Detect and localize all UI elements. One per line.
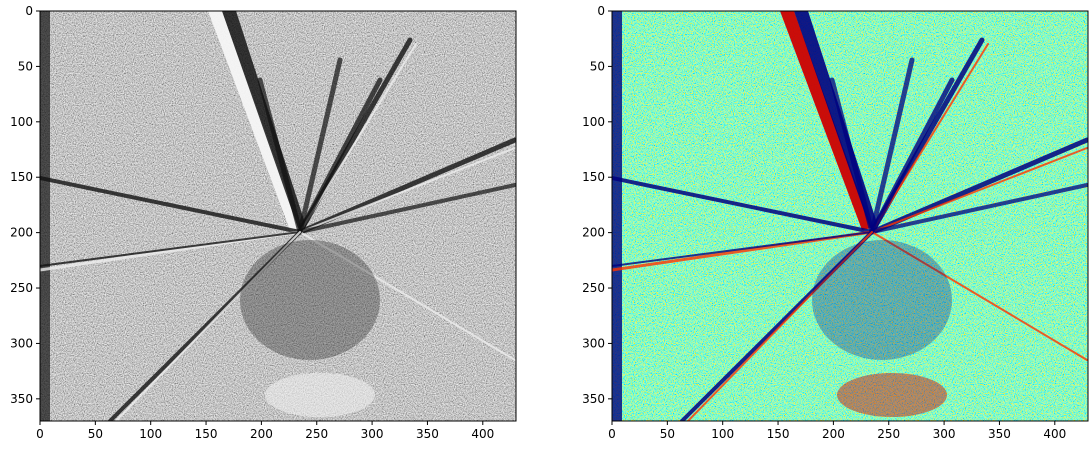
x-tick-label: 300 xyxy=(361,427,384,441)
x-tick-label: 250 xyxy=(305,427,328,441)
grayscale-image-panel: 0 50 100 150 200 250 300 350 400 0 50 100 150 200 250 3… xyxy=(10,4,517,441)
y-tick-label: 100 xyxy=(582,115,605,129)
y-tick-label: 0 xyxy=(25,4,33,18)
y-tick-label: 200 xyxy=(10,226,33,240)
x-tick-label: 250 xyxy=(877,427,900,441)
x-tick-label: 400 xyxy=(1043,427,1066,441)
grayscale-axes: 0 50 100 150 200 250 300 350 400 0 50 100 150 200 250 3… xyxy=(10,4,494,441)
jet-axes: 0 50 100 150 200 250 300 350 400 0 50 100 150 200 250 3… xyxy=(582,4,1066,441)
x-tick-label: 0 xyxy=(36,427,44,441)
y-tick-label: 250 xyxy=(10,281,33,295)
y-tick-label: 350 xyxy=(582,392,605,406)
x-tick-label: 150 xyxy=(767,427,790,441)
y-tick-label: 100 xyxy=(10,115,33,129)
x-tick-label: 0 xyxy=(608,427,616,441)
x-tick-label: 50 xyxy=(660,427,675,441)
y-tick-label: 50 xyxy=(590,59,605,73)
x-tick-label: 400 xyxy=(471,427,494,441)
y-tick-label: 350 xyxy=(10,392,33,406)
y-tick-label: 50 xyxy=(18,59,33,73)
y-tick-label: 250 xyxy=(582,281,605,295)
grayscale-image xyxy=(40,11,516,421)
x-tick-label: 100 xyxy=(139,427,162,441)
x-tick-label: 200 xyxy=(250,427,273,441)
x-tick-label: 200 xyxy=(822,427,845,441)
y-tick-label: 300 xyxy=(10,336,33,350)
y-tick-label: 0 xyxy=(597,4,605,18)
x-tick-label: 300 xyxy=(933,427,956,441)
x-tick-label: 100 xyxy=(711,427,734,441)
jet-colormap-image xyxy=(612,11,1088,421)
x-tick-label: 350 xyxy=(416,427,439,441)
x-tick-label: 150 xyxy=(195,427,218,441)
jet-colormap-image-panel: 0 50 100 150 200 250 300 350 400 0 50 100 150 200 250 3… xyxy=(582,4,1089,441)
y-tick-label: 150 xyxy=(582,170,605,184)
x-tick-label: 50 xyxy=(88,427,103,441)
y-tick-label: 300 xyxy=(582,336,605,350)
y-tick-label: 200 xyxy=(582,226,605,240)
y-tick-label: 150 xyxy=(10,170,33,184)
x-tick-label: 350 xyxy=(988,427,1011,441)
